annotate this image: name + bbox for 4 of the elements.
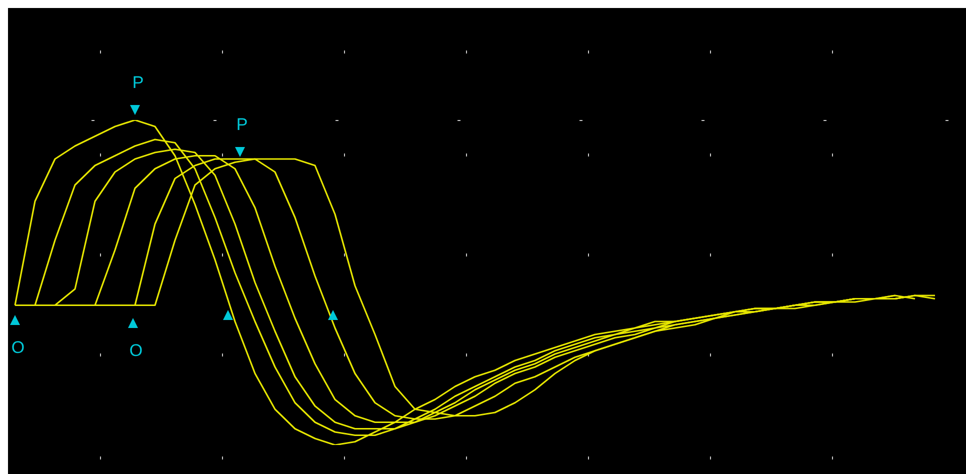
annotation: O [11, 338, 25, 357]
annotation: O [129, 341, 143, 360]
annotation: P [236, 115, 248, 134]
text: P [132, 73, 144, 92]
